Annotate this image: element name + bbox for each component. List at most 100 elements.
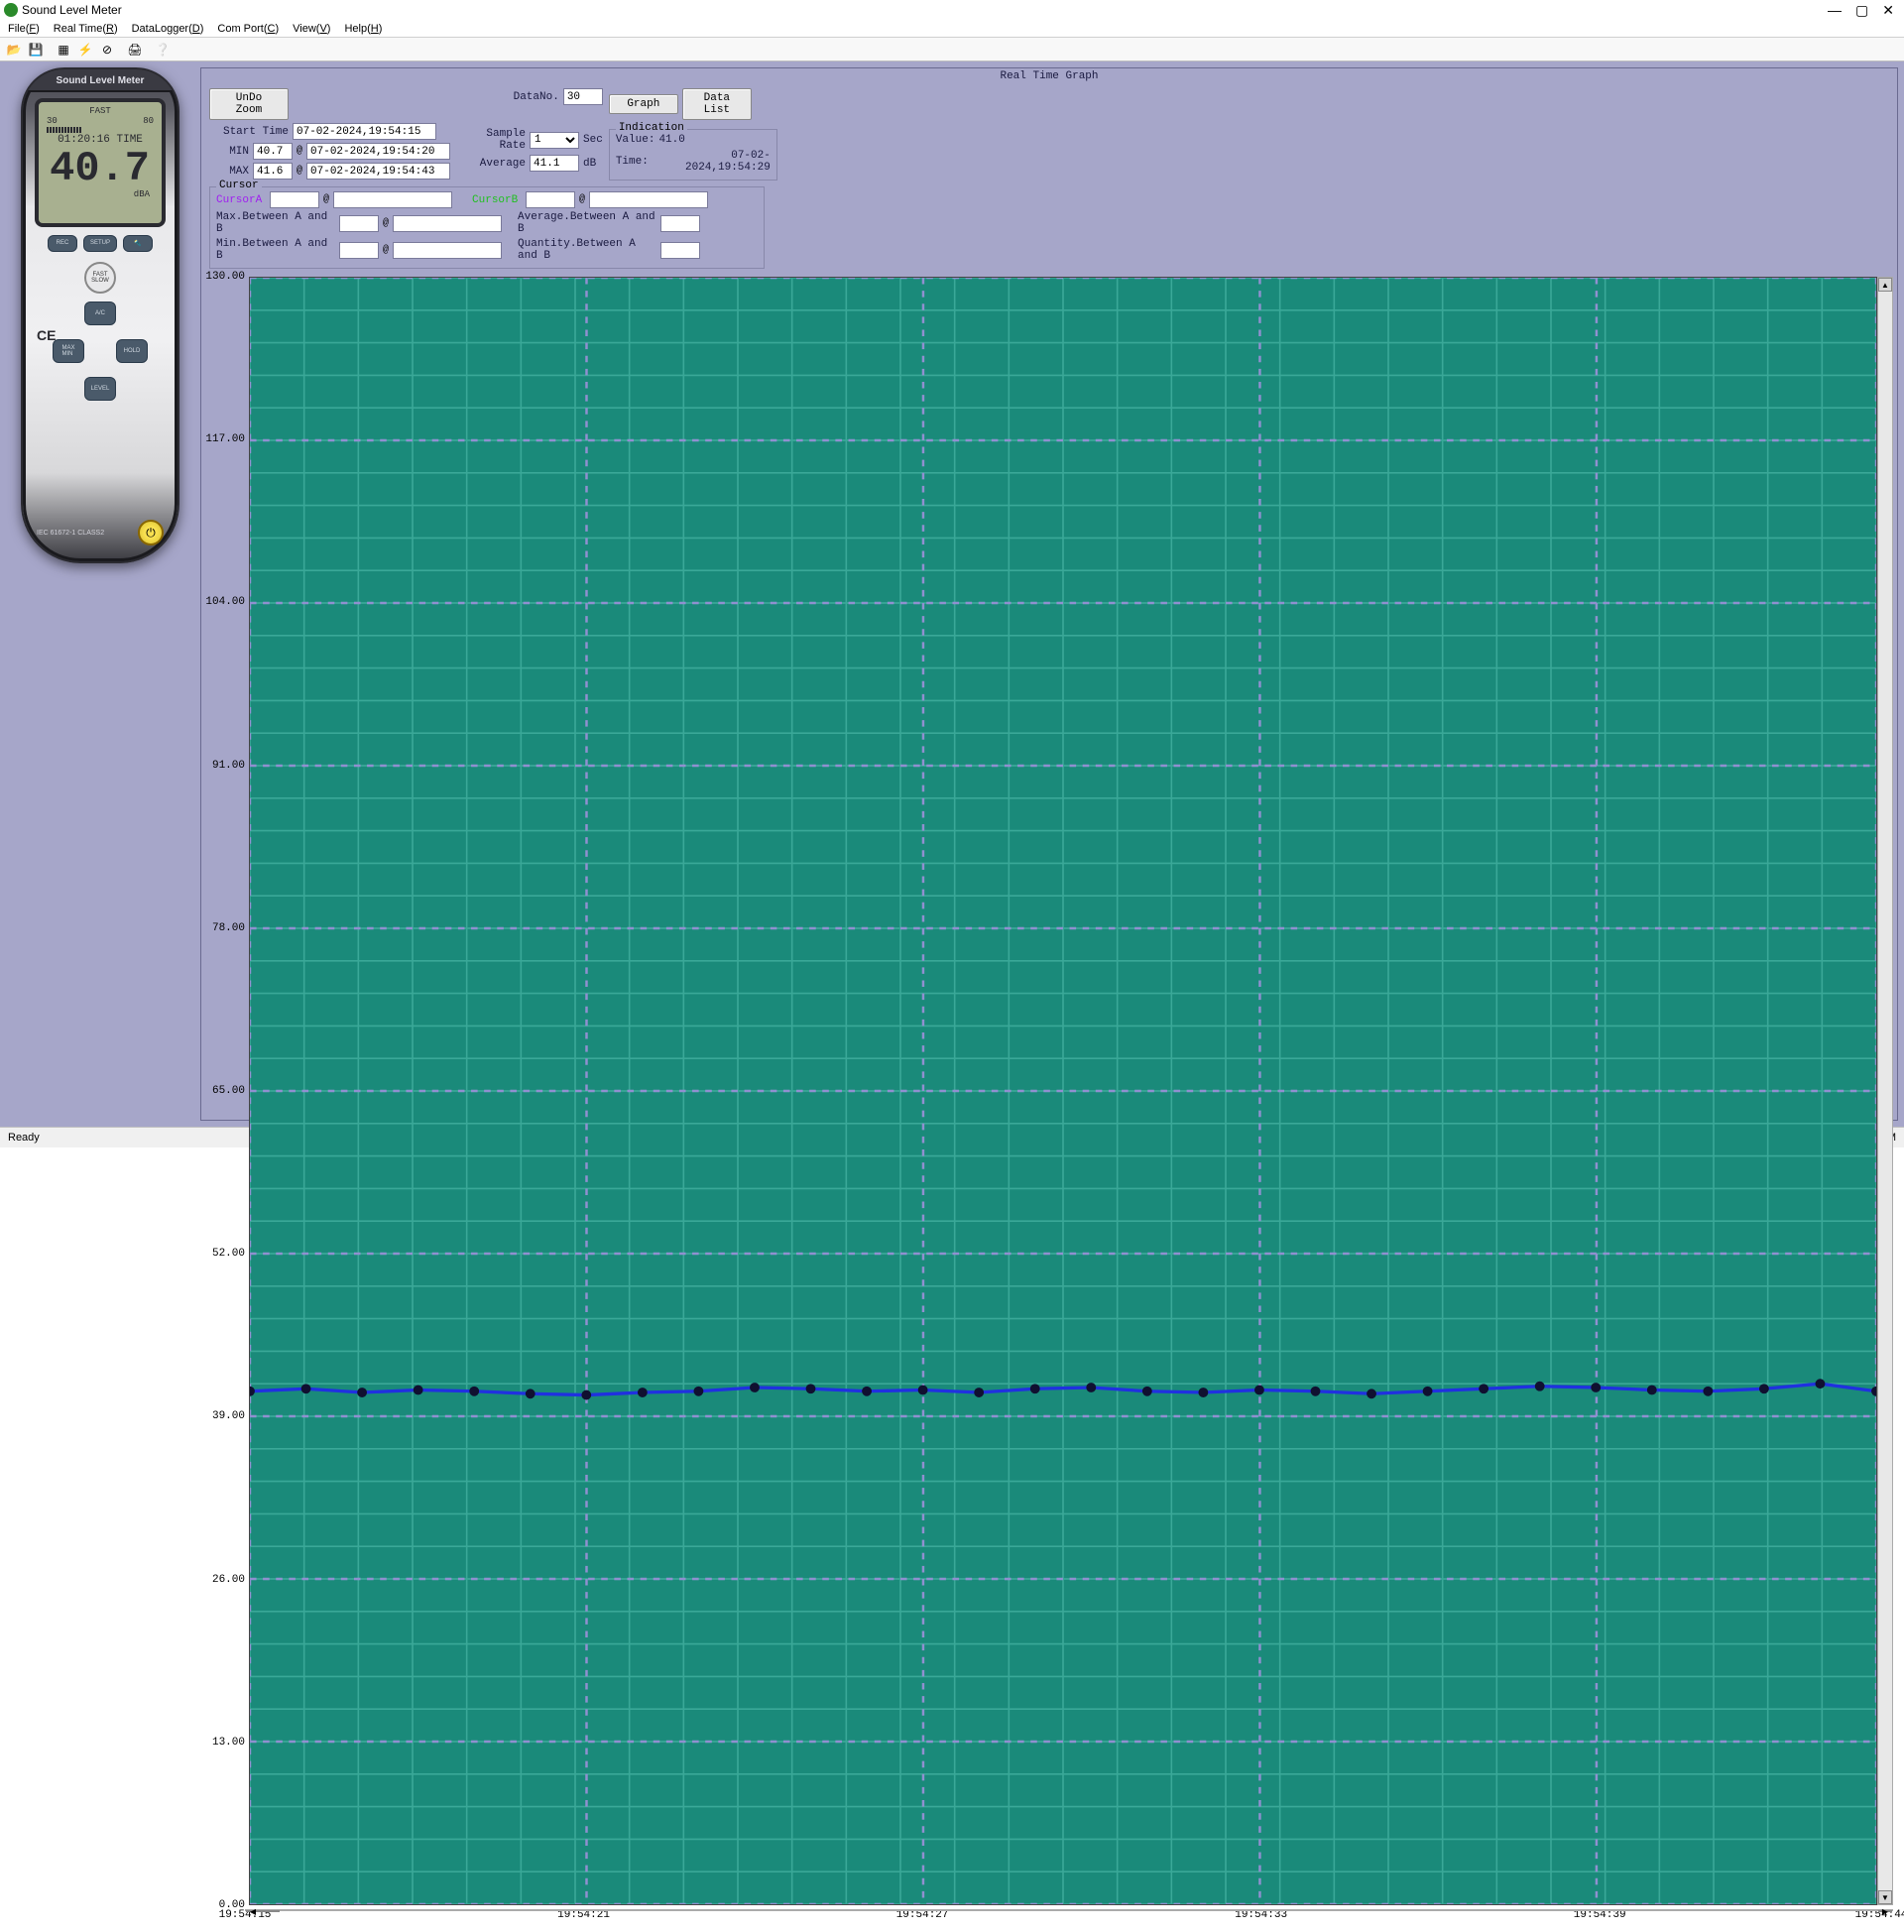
- ytick-label: 117.00: [205, 433, 245, 445]
- indication-title: Indication: [616, 122, 687, 134]
- avgab-label: Average.Between A and B: [518, 211, 656, 235]
- datano-input[interactable]: [563, 88, 603, 105]
- device-brand: Sound Level Meter: [23, 69, 178, 92]
- controls: UnDo Zoom Start Time MIN @ MAX @: [201, 84, 1897, 184]
- menu-view[interactable]: View(V): [287, 22, 336, 36]
- qtyab-label: Quantity.Between A and B: [518, 238, 656, 262]
- scroll-up-button[interactable]: ▲: [1878, 278, 1892, 292]
- bolt-icon[interactable]: ⚡: [75, 40, 95, 60]
- device-dpad: A/C MAXMIN HOLD LEVEL: [51, 302, 150, 401]
- cursor-b-label: CursorB: [472, 194, 522, 206]
- average-input[interactable]: [530, 155, 579, 172]
- min-label: MIN: [209, 146, 249, 158]
- chart-scroll-horizontal[interactable]: ◀ ▶: [245, 1909, 1893, 1911]
- device-hold-button[interactable]: HOLD: [116, 339, 148, 363]
- ytick-label: 130.00: [205, 271, 245, 283]
- indication-time: 07-02-2024,19:54:29: [653, 150, 771, 174]
- undo-zoom-button[interactable]: UnDo Zoom: [209, 88, 289, 120]
- start-time-input[interactable]: [293, 123, 436, 140]
- window-title: Sound Level Meter: [22, 3, 122, 17]
- ytick-label: 104.00: [205, 596, 245, 608]
- device-setup-button[interactable]: SETUP: [83, 235, 117, 252]
- ytick-label: 91.00: [212, 760, 245, 772]
- menubar: File(F) Real Time(R) DataLogger(D) Com P…: [0, 20, 1904, 38]
- at-label: @: [323, 194, 329, 205]
- ytick-label: 39.00: [212, 1410, 245, 1422]
- start-time-label: Start Time: [209, 126, 289, 138]
- menu-realtime[interactable]: Real Time(R): [48, 22, 124, 36]
- titlebar: Sound Level Meter — ▢ ✕: [0, 0, 1904, 20]
- main-panel: Real Time Graph UnDo Zoom Start Time MIN…: [200, 67, 1898, 1121]
- time-label: Time:: [616, 156, 649, 168]
- device-panel: Sound Level Meter FAST 30 80 01:20:16 TI…: [6, 67, 194, 583]
- chart-plot[interactable]: [249, 277, 1877, 1905]
- lcd-scale-lo: 30: [47, 116, 58, 126]
- datano-label: DataNo.: [514, 91, 559, 103]
- value-label: Value:: [616, 134, 655, 146]
- menu-comport[interactable]: Com Port(C): [211, 22, 285, 36]
- maximize-button[interactable]: ▢: [1855, 2, 1868, 19]
- minab-time[interactable]: [393, 242, 502, 259]
- scroll-down-button[interactable]: ▼: [1878, 1890, 1892, 1904]
- max-time-input[interactable]: [306, 163, 450, 180]
- samplerate-label: Sample Rate: [456, 128, 526, 152]
- print-icon[interactable]: 🖨: [125, 40, 145, 60]
- open-icon[interactable]: 📂: [4, 40, 24, 60]
- cursor-a-label: CursorA: [216, 194, 266, 206]
- graph-button[interactable]: Graph: [609, 94, 678, 114]
- panel-title: Real Time Graph: [201, 68, 1897, 84]
- device-fastslow-button[interactable]: FASTSLOW: [84, 262, 116, 294]
- cursor-b-val[interactable]: [526, 191, 575, 208]
- samplerate-select[interactable]: 1: [530, 132, 579, 149]
- stop-icon[interactable]: ⊘: [97, 40, 117, 60]
- datalist-button[interactable]: Data List: [682, 88, 752, 120]
- maxab-val[interactable]: [339, 215, 379, 232]
- device-footer-text: IEC 61672-1 CLASS2: [37, 530, 104, 537]
- menu-file[interactable]: File(F): [2, 22, 46, 36]
- device-ac-button[interactable]: A/C: [84, 302, 116, 325]
- device-maxmin-button[interactable]: MAXMIN: [53, 339, 84, 363]
- toolbar: 📂 💾 ▦ ⚡ ⊘ 🖨 ❔: [0, 38, 1904, 61]
- max-label: MAX: [209, 166, 249, 178]
- chart-area: 0.0013.0026.0039.0052.0065.0078.0091.001…: [205, 277, 1893, 1905]
- ytick-label: 78.00: [212, 922, 245, 934]
- device-rec-button[interactable]: REC: [48, 235, 77, 252]
- device-level-button[interactable]: LEVEL: [84, 377, 116, 401]
- at-label: @: [579, 194, 585, 205]
- ytick-label: 65.00: [212, 1085, 245, 1097]
- minimize-button[interactable]: —: [1828, 2, 1842, 19]
- device-power-button[interactable]: ⏻: [138, 520, 164, 545]
- indication-group: Indication Value: 41.0 Time: 07-02-2024,…: [609, 129, 777, 181]
- cursor-a-val[interactable]: [270, 191, 319, 208]
- close-button[interactable]: ✕: [1882, 2, 1894, 19]
- grid-icon[interactable]: ▦: [54, 40, 73, 60]
- chart-yaxis: 0.0013.0026.0039.0052.0065.0078.0091.001…: [205, 277, 249, 1905]
- samplerate-unit: Sec: [583, 134, 603, 146]
- menu-datalogger[interactable]: DataLogger(D): [126, 22, 210, 36]
- qtyab-val[interactable]: [660, 242, 700, 259]
- minab-val[interactable]: [339, 242, 379, 259]
- min-time-input[interactable]: [306, 143, 450, 160]
- cursor-a-time[interactable]: [333, 191, 452, 208]
- scroll-right-button[interactable]: ▶: [1878, 1910, 1892, 1912]
- avgab-val[interactable]: [660, 215, 700, 232]
- at-label: @: [383, 245, 389, 256]
- chart-scroll-vertical[interactable]: ▲ ▼: [1877, 277, 1893, 1905]
- lcd-mode: FAST: [89, 106, 111, 116]
- save-icon[interactable]: 💾: [26, 40, 46, 60]
- at-label: @: [297, 146, 302, 157]
- help-icon[interactable]: ❔: [153, 40, 173, 60]
- scroll-left-button[interactable]: ◀: [246, 1910, 260, 1912]
- average-label: Average: [456, 158, 526, 170]
- cursor-b-time[interactable]: [589, 191, 708, 208]
- device-lcd: FAST 30 80 01:20:16 TIME 40.7 dBA: [35, 98, 166, 227]
- maxab-label: Max.Between A and B: [216, 211, 335, 235]
- min-value-input[interactable]: [253, 143, 293, 160]
- max-value-input[interactable]: [253, 163, 293, 180]
- device-light-button[interactable]: 🔦: [123, 235, 153, 252]
- lcd-reading: 40.7: [43, 148, 158, 189]
- cursor-title: Cursor: [216, 180, 262, 191]
- menu-help[interactable]: Help(H): [338, 22, 388, 36]
- scroll-thumb[interactable]: [260, 1910, 280, 1912]
- maxab-time[interactable]: [393, 215, 502, 232]
